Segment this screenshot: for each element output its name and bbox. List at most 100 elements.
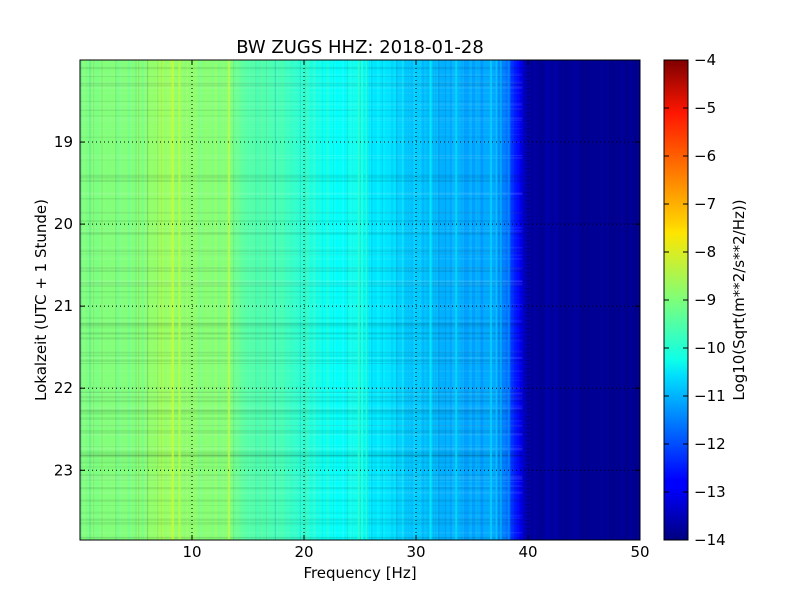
spectrum-band xyxy=(530,60,535,540)
time-texture-row xyxy=(80,280,523,283)
time-texture-row xyxy=(80,491,523,494)
spectrum-band xyxy=(290,60,294,540)
time-texture-row xyxy=(80,75,523,77)
spectrum-band xyxy=(444,60,448,540)
x-axis-label: Frequency [Hz] xyxy=(303,564,416,582)
spectrum-band xyxy=(570,60,574,540)
spectrum-band xyxy=(575,60,579,540)
spectrum-band xyxy=(614,60,619,540)
spectrum-band xyxy=(525,60,529,540)
spectrum-band xyxy=(318,60,322,540)
spectrum-band xyxy=(514,60,518,540)
spectral-streak xyxy=(396,60,398,540)
spectrum-band xyxy=(637,60,640,540)
spectrum-band xyxy=(346,60,350,540)
spectral-line xyxy=(227,60,230,540)
time-texture-row xyxy=(80,396,523,398)
spectrum-band xyxy=(379,60,383,540)
y-tick-label: 19 xyxy=(54,133,73,151)
spectrum-band xyxy=(486,60,490,540)
colorbar-tick-label: −11 xyxy=(694,387,726,405)
time-texture-row xyxy=(80,455,523,457)
spectral-line xyxy=(500,60,502,540)
spectrum-band xyxy=(586,60,591,540)
time-texture-row xyxy=(80,417,523,420)
spectrum-band xyxy=(623,60,627,540)
spectrum-band xyxy=(516,60,521,540)
spectrum-band xyxy=(463,60,467,540)
colorbar-tick-label: −14 xyxy=(694,531,726,549)
spectrum-band xyxy=(301,60,305,540)
spectrum-band xyxy=(340,60,344,540)
time-texture-row xyxy=(80,474,523,476)
spectral-streak xyxy=(195,60,197,540)
time-texture-row xyxy=(80,102,523,105)
time-texture-row xyxy=(80,356,523,359)
colorbar-tick-label: −8 xyxy=(694,243,716,261)
spectrum-band xyxy=(348,60,353,540)
spectrum-band xyxy=(295,60,299,540)
spectrum-band xyxy=(172,60,176,540)
spectrum-band xyxy=(592,60,596,540)
spectrum-band xyxy=(556,60,560,540)
spectral-streak xyxy=(321,60,323,540)
spectrum-band xyxy=(332,60,336,540)
spectral-streak xyxy=(304,60,306,540)
spectrum-band xyxy=(382,60,386,540)
time-texture-row xyxy=(80,429,523,433)
time-texture-row xyxy=(80,192,523,195)
spectrum-band xyxy=(584,60,588,540)
time-texture-row xyxy=(80,86,523,89)
time-texture-row xyxy=(80,230,523,232)
time-texture-row xyxy=(80,405,523,407)
spectrum-band xyxy=(609,60,613,540)
time-texture-row xyxy=(80,407,523,410)
time-texture-row xyxy=(80,212,523,214)
spectral-streak xyxy=(119,60,121,540)
time-texture-row xyxy=(80,180,523,182)
spectrum-band xyxy=(284,60,288,540)
spectrum-band xyxy=(550,60,554,540)
time-texture-row xyxy=(80,451,523,454)
time-texture-row xyxy=(80,379,523,381)
time-texture-row xyxy=(80,103,523,106)
spectral-streak xyxy=(314,60,316,540)
time-texture-row xyxy=(80,445,523,447)
spectrum-band xyxy=(91,60,95,540)
spectrum-band xyxy=(248,60,252,540)
spectrum-band xyxy=(452,60,456,540)
time-texture-row xyxy=(80,82,523,85)
spectrum-band xyxy=(368,60,372,540)
y-axis-label: Lokalzeit (UTC + 1 Stunde) xyxy=(32,199,50,401)
spectral-streak xyxy=(368,60,370,540)
time-texture-row xyxy=(80,505,523,506)
time-texture-row xyxy=(80,73,523,77)
spectral-streak xyxy=(381,60,383,540)
spectral-streak xyxy=(402,60,404,540)
spectrum-band xyxy=(292,60,297,540)
time-texture-row xyxy=(80,424,523,427)
spectral-streak xyxy=(437,60,439,540)
spectrum-band xyxy=(309,60,313,540)
spectrum-band xyxy=(626,60,630,540)
time-texture-row xyxy=(80,392,523,395)
spectrum-band xyxy=(122,60,126,540)
spectrum-band xyxy=(589,60,593,540)
spectrum-band xyxy=(572,60,577,540)
spectrum-band xyxy=(491,60,495,540)
spectrum-band xyxy=(102,60,106,540)
spectrum-band xyxy=(161,60,165,540)
spectrum-band xyxy=(127,60,131,540)
spectrum-band xyxy=(208,60,213,540)
y-tick-label: 22 xyxy=(54,379,73,397)
spectrum-band xyxy=(264,60,269,540)
spectral-streak xyxy=(170,60,172,540)
spectral-line xyxy=(171,60,174,540)
spectrum-band xyxy=(180,60,185,540)
spectrum-band xyxy=(152,60,157,540)
spectrum-band xyxy=(371,60,375,540)
spectrum-band xyxy=(374,60,378,540)
spectrum-band xyxy=(469,60,473,540)
spectrum-band xyxy=(326,60,330,540)
spectrum-band xyxy=(192,60,196,540)
